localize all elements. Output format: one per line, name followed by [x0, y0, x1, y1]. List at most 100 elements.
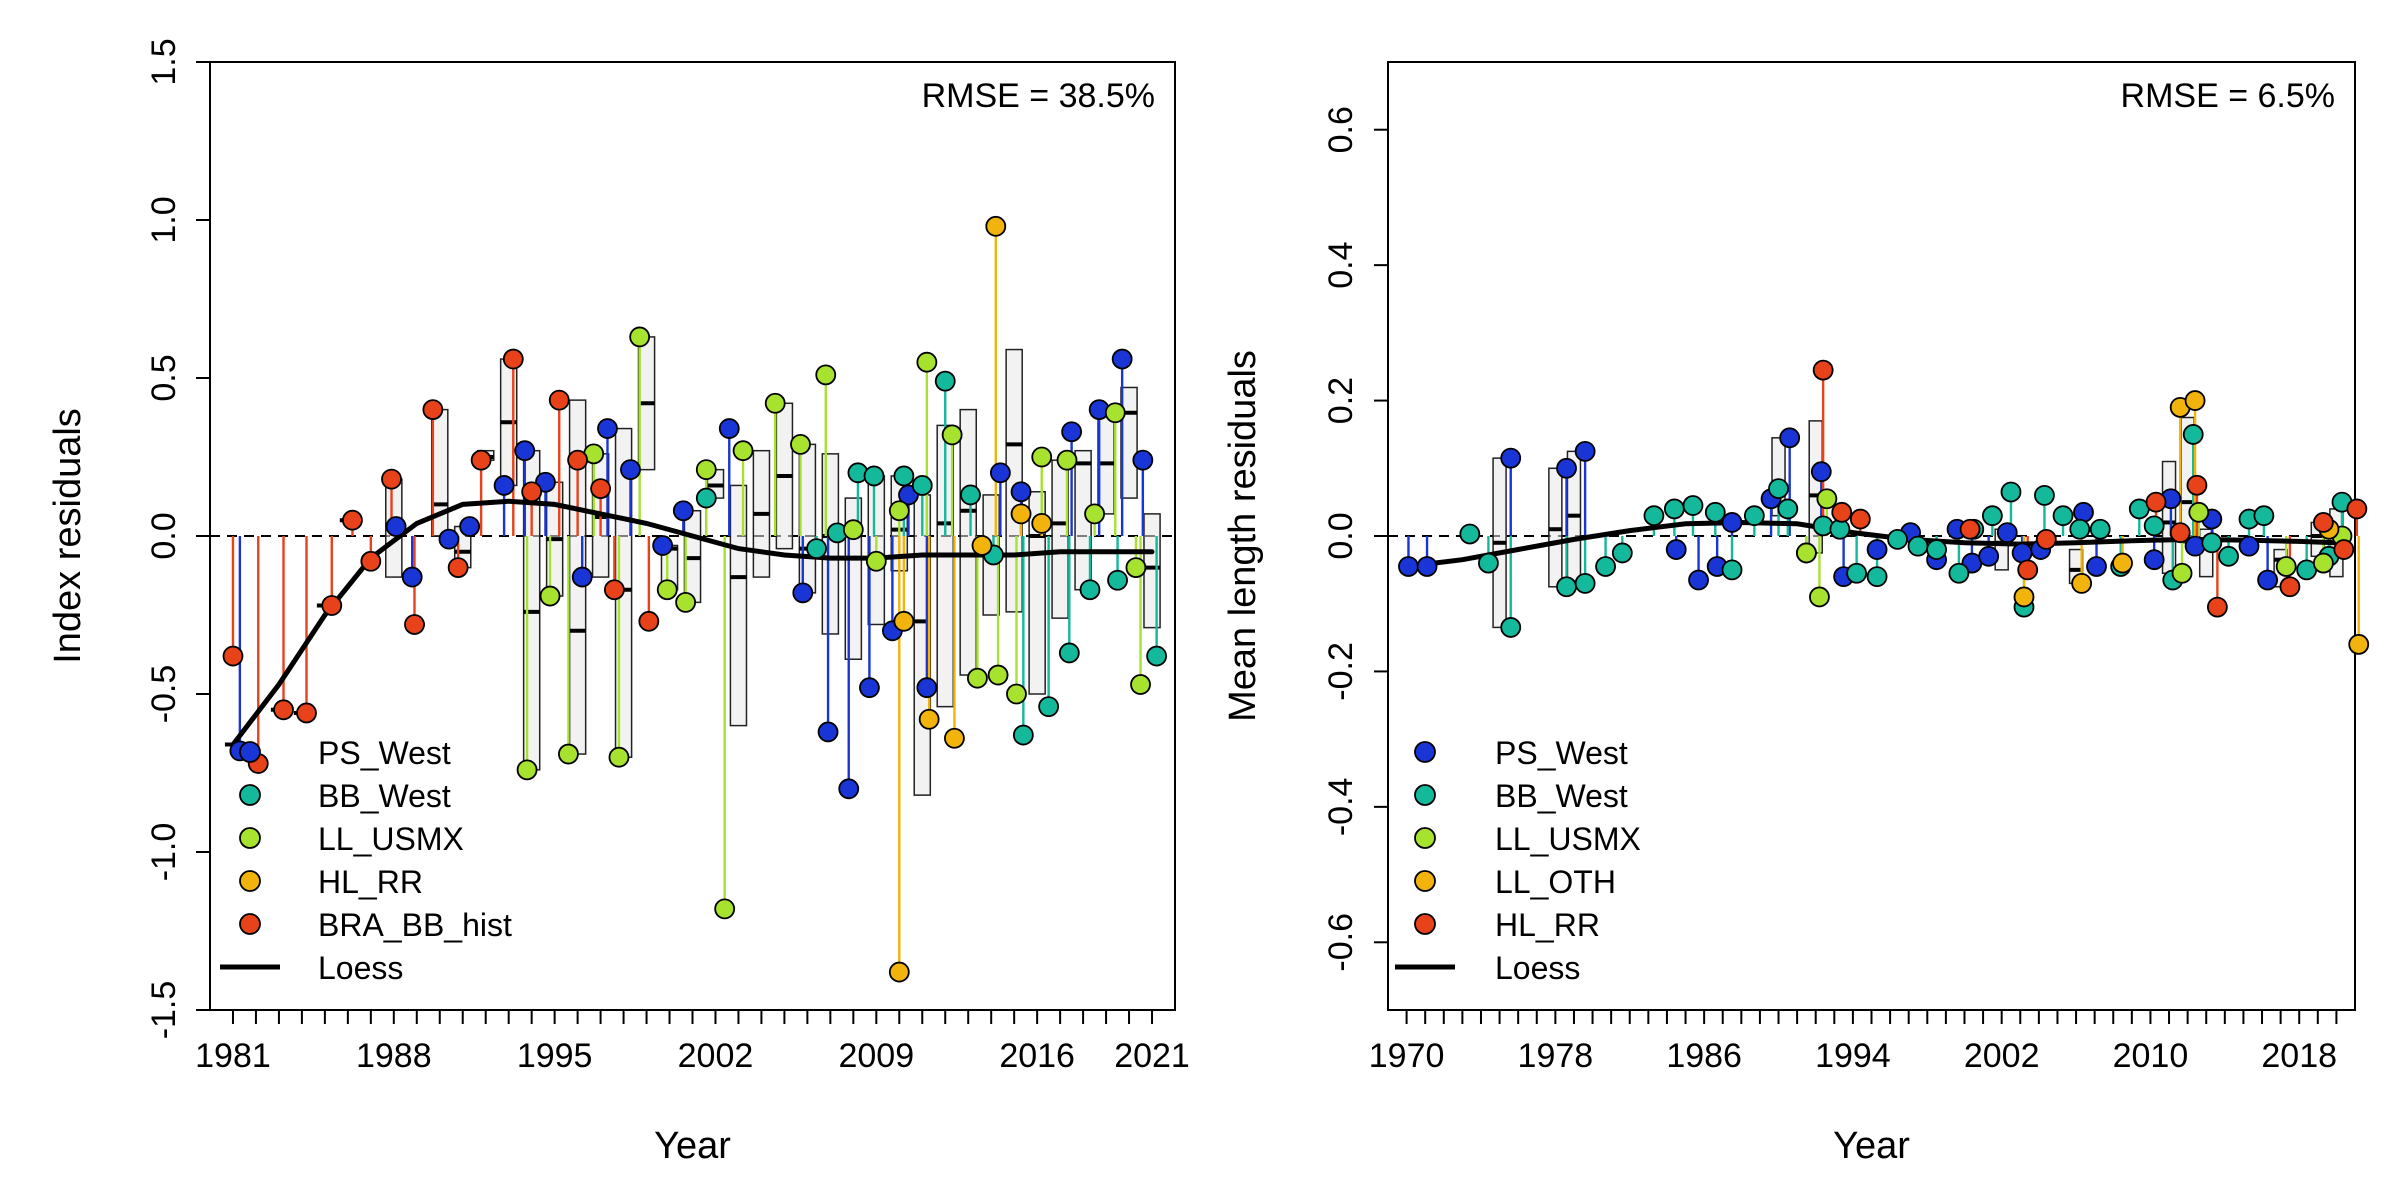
residual-point — [732, 440, 754, 462]
y-tick-label: 0.0 — [1322, 512, 1360, 559]
y-tick-label: -0.6 — [1322, 913, 1360, 972]
residual-point — [2069, 518, 2091, 540]
residual-point — [792, 582, 814, 604]
legend-point-swatch — [1414, 741, 1436, 763]
residual-point — [1104, 402, 1126, 424]
residual-point — [695, 487, 717, 509]
residual-point — [1743, 505, 1765, 527]
residual-point — [1107, 569, 1128, 591]
residual-point — [672, 500, 694, 522]
residual-point — [838, 778, 860, 800]
residual-point — [1500, 447, 1522, 469]
residual-point — [571, 566, 593, 588]
residual-point — [1959, 518, 1981, 540]
x-tick-label: 1986 — [1666, 1037, 1742, 1075]
residual-point — [2184, 390, 2206, 411]
residual-point — [470, 449, 492, 471]
residual-point — [567, 449, 589, 471]
residual-point — [695, 459, 717, 481]
residual-point — [1012, 724, 1034, 746]
residual-point — [2206, 596, 2228, 618]
legend-label: LL_USMX — [1495, 821, 1641, 857]
residual-point — [971, 535, 993, 556]
residual-point — [620, 459, 641, 481]
residual-point — [815, 364, 837, 386]
residual-point — [1058, 642, 1080, 664]
residual-point — [2201, 532, 2223, 554]
residual-point — [2145, 491, 2167, 513]
legend-label: HL_RR — [1495, 907, 1600, 943]
y-tick-label: 0.0 — [145, 512, 183, 559]
year-box — [1120, 386, 1138, 499]
residual-point — [865, 550, 887, 572]
residual-point — [2089, 518, 2111, 540]
residual-point — [652, 535, 674, 556]
x-tick-label: 2018 — [2261, 1037, 2337, 1075]
residual-point — [360, 550, 382, 572]
residual-point — [1849, 508, 1871, 530]
residual-point — [1812, 359, 1834, 381]
x-tick-label: 2002 — [1964, 1037, 2040, 1075]
residual-point — [1682, 495, 1704, 516]
index-residuals-panel: -1.5 -1.0 -0.5 0.0 0.5 1.0 1.5 1981 1988 1995 2002… — [47, 38, 1190, 1167]
residual-point — [539, 585, 561, 607]
residual-point — [273, 699, 294, 721]
y-tick-label: -1.5 — [145, 981, 183, 1040]
residual-point — [2112, 552, 2133, 574]
residual-point — [989, 462, 1011, 484]
y-tick-label: 1.5 — [145, 38, 183, 85]
year-box — [1051, 459, 1069, 619]
legend-point-swatch — [239, 870, 261, 892]
residual-point — [1398, 556, 1419, 577]
x-tick-label: 1988 — [356, 1037, 432, 1075]
residual-point — [1006, 683, 1027, 705]
residual-point — [1926, 539, 1947, 560]
residual-point — [2312, 512, 2334, 533]
legend-label: Loess — [1495, 950, 1580, 986]
residual-point — [447, 557, 469, 578]
residual-point — [502, 348, 524, 370]
residual-point — [638, 610, 660, 632]
residual-point — [1146, 645, 1168, 667]
residual-point — [2143, 549, 2165, 571]
residual-point — [521, 481, 543, 503]
residual-point — [1768, 478, 1789, 500]
residual-point — [2218, 545, 2239, 567]
residual-point — [1866, 539, 1888, 560]
legend-label: HL_RR — [318, 864, 423, 900]
y-tick-label: -0.5 — [145, 665, 183, 724]
residual-point — [842, 519, 864, 541]
y-axis-title: Mean length residuals — [1222, 350, 1264, 722]
residual-point — [2348, 633, 2370, 655]
residual-point — [1500, 617, 1522, 638]
x-tick-label: 1981 — [195, 1037, 271, 1075]
residual-point — [1721, 559, 1743, 581]
residual-point — [1556, 457, 1577, 479]
residual-point — [2312, 552, 2334, 574]
residual-point — [2035, 528, 2057, 550]
residual-point — [2017, 559, 2039, 581]
residual-point — [590, 478, 611, 500]
x-tick-label: 2010 — [2113, 1037, 2189, 1075]
residual-point — [1031, 446, 1053, 468]
residual-point — [985, 215, 1007, 237]
x-tick-label: 1995 — [517, 1037, 593, 1075]
y-tick-label: -0.4 — [1322, 778, 1360, 837]
legend-label: LL_OTH — [1495, 864, 1616, 900]
residual-point — [790, 433, 811, 455]
residual-point — [863, 465, 885, 487]
x-tick-label: 2009 — [838, 1037, 914, 1075]
residual-point — [888, 500, 910, 522]
residual-point — [1948, 562, 1970, 584]
legend-label: PS_West — [1495, 735, 1628, 771]
residual-point — [916, 677, 938, 699]
residual-point — [2238, 535, 2260, 557]
residual-point — [1010, 481, 1032, 503]
residual-point — [1831, 501, 1853, 523]
x-axis-title: Year — [1833, 1125, 1910, 1167]
residual-point — [1010, 503, 1032, 525]
residual-point — [548, 389, 570, 411]
residual-point — [916, 351, 938, 373]
y-tick-label: 0.2 — [1322, 377, 1360, 424]
residual-point — [893, 465, 915, 487]
